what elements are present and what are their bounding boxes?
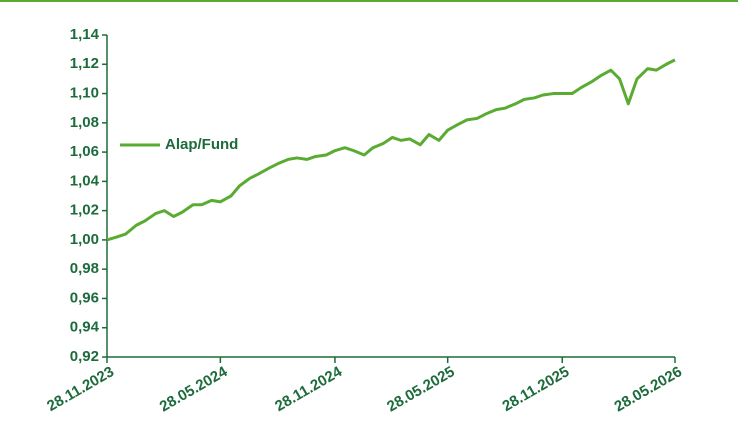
x-tick-label: 28.05.2024 — [157, 363, 231, 416]
x-tick-label: 28.05.2026 — [611, 363, 685, 415]
y-tick-label: 1,02 — [70, 202, 99, 219]
y-tick-label: 1,08 — [70, 114, 99, 131]
y-tick-label: 0,98 — [70, 260, 99, 277]
y-tick-label: 1,06 — [70, 143, 99, 160]
x-tick-label: 28.11.2023 — [44, 363, 117, 415]
y-tick-label: 1,04 — [70, 172, 100, 189]
series-line — [106, 58, 676, 242]
y-tick-label: 0,94 — [70, 319, 100, 336]
y-tick-label: 0,92 — [70, 348, 99, 365]
y-tick-label: 1,14 — [70, 26, 100, 43]
y-tick-label: 0,96 — [70, 289, 99, 306]
x-tick-label: 28.11.2025 — [499, 363, 572, 415]
legend-label: Alap/Fund — [165, 136, 238, 153]
x-tick-label: 28.05.2025 — [384, 363, 458, 415]
y-tick-label: 1,00 — [70, 231, 99, 248]
x-tick-label: 28.11.2024 — [272, 363, 345, 415]
y-tick-label: 1,12 — [70, 55, 99, 72]
y-tick-label: 1,10 — [70, 85, 99, 102]
